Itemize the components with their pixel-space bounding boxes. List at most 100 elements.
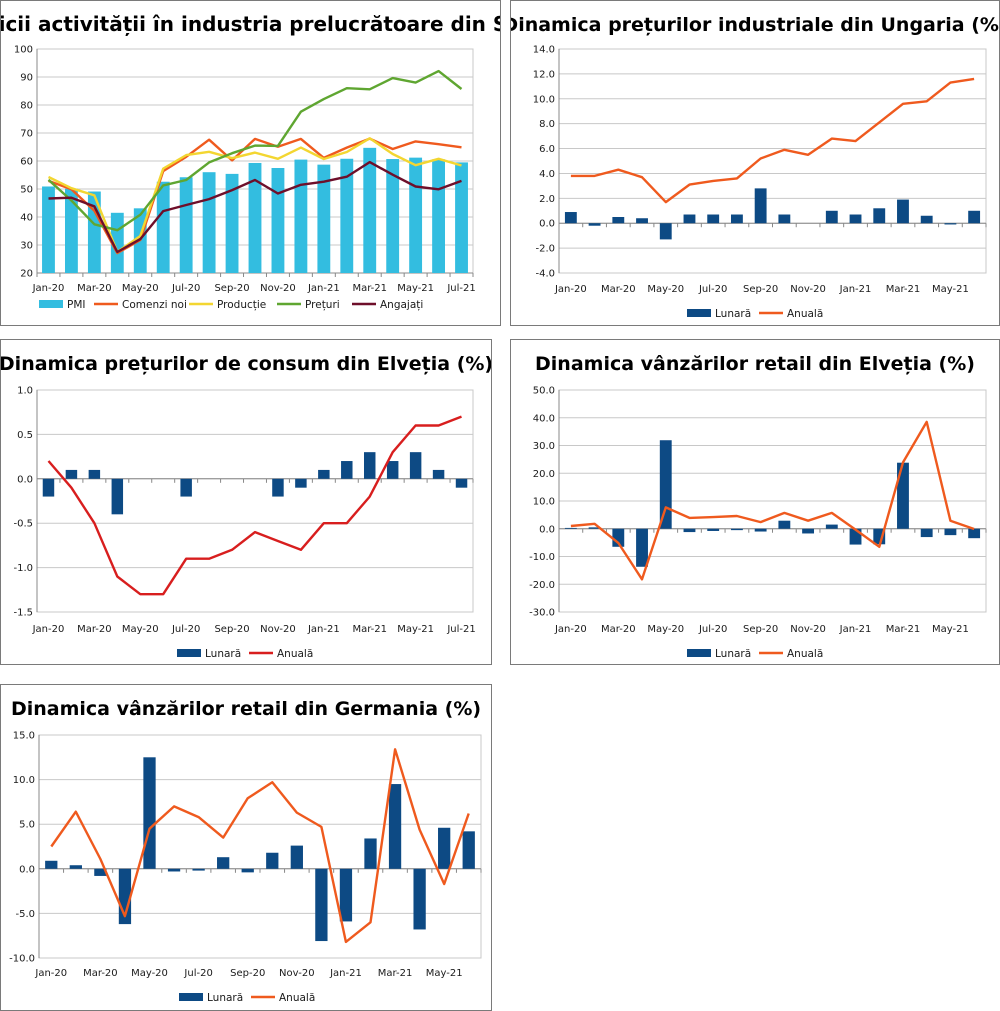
x-tick-label: Sep-20	[214, 624, 249, 635]
bar-lunară-Oct-20	[778, 520, 791, 529]
series-line-Anuală	[50, 748, 470, 944]
y-tick-label: 15.0	[13, 731, 35, 742]
bar-lunară-May-21	[409, 452, 422, 479]
bar-lunară-Feb-20	[65, 469, 78, 479]
x-tick-label: Jul-20	[183, 968, 212, 979]
x-tick-label: May-20	[131, 968, 168, 979]
y-tick-label: 30	[20, 241, 33, 252]
x-tick-label: Sep-20	[743, 284, 778, 295]
x-tick-label: Sep-20	[214, 283, 249, 294]
chart-svg-ungaria: Dinamica prețurilor industriale din Unga…	[511, 14, 999, 320]
x-tick-label: Jul-21	[446, 283, 475, 294]
chart-panel-sua: Indicii activității în industria prelucr…	[0, 0, 501, 326]
bar-lunară-Jun-21	[462, 831, 475, 869]
bar-pmi-Jun-21	[432, 159, 446, 273]
x-tick-label: May-20	[122, 283, 159, 294]
bar-pmi-Feb-20	[64, 188, 78, 273]
bar-lunară-Jan-20	[42, 478, 55, 497]
bar-lunară-Mar-20	[94, 868, 107, 876]
x-tick-label: May-20	[647, 624, 684, 635]
bar-lunară-Jan-21	[849, 528, 862, 545]
chart-svg-sua: Indicii activității în industria prelucr…	[1, 12, 500, 311]
y-tick-label: -10.0	[9, 954, 35, 965]
bar-lunară-Mar-20	[612, 528, 625, 547]
series-line-Prețuri	[47, 69, 463, 232]
bar-lunară-May-21	[944, 223, 957, 225]
bar-lunară-Jul-21	[455, 478, 468, 488]
x-tick-label: May-21	[397, 624, 434, 635]
x-tick-label: Mar-21	[378, 968, 413, 979]
bar-lunară-Sep-20	[754, 188, 767, 224]
bar-lunară-Apr-21	[920, 215, 933, 224]
bar-lunară-Nov-20	[290, 845, 303, 869]
bar-lunară-Mar-20	[88, 469, 101, 479]
legend-label: Anuală	[277, 648, 313, 660]
bar-lunară-Jul-20	[180, 478, 192, 497]
bar-lunară-Apr-20	[636, 528, 648, 567]
x-tick-label: Mar-21	[886, 624, 921, 635]
x-tick-label: May-21	[426, 968, 463, 979]
bar-lunară-Apr-20	[636, 218, 648, 224]
legend-swatch	[687, 309, 711, 317]
legend-swatch	[687, 649, 711, 657]
legend-label: Prețuri	[305, 299, 340, 311]
y-tick-label: 0.0	[19, 864, 35, 875]
bar-lunară-Jun-21	[968, 528, 981, 539]
y-tick-label: 4.0	[539, 169, 555, 180]
chart-svg-elvetia-cpi: Dinamica prețurilor de consum din Elveți…	[1, 353, 491, 660]
y-tick-label: 12.0	[533, 69, 555, 80]
x-tick-label: Mar-21	[352, 624, 387, 635]
y-tick-label: 0.5	[17, 430, 33, 441]
bar-lunară-Aug-20	[730, 214, 743, 224]
bar-pmi-May-21	[409, 157, 423, 273]
legend-swatch	[179, 993, 203, 1001]
bar-lunară-May-21	[944, 528, 957, 536]
series-line-Anuală	[47, 415, 462, 596]
bar-lunară-Jul-20	[707, 214, 720, 224]
y-tick-label: 0.0	[539, 524, 555, 535]
x-tick-label: May-21	[397, 283, 434, 294]
bar-lunară-Mar-20	[612, 217, 625, 224]
chart-panel-ungaria: Dinamica prețurilor industriale din Unga…	[510, 0, 1000, 326]
x-tick-label: Jan-21	[839, 624, 872, 635]
legend-label: Lunară	[715, 648, 751, 660]
bar-pmi-Nov-20	[271, 168, 285, 273]
x-tick-label: Nov-20	[260, 283, 296, 294]
x-tick-label: Jan-21	[307, 283, 340, 294]
y-tick-label: 40	[20, 213, 33, 224]
y-tick-label: 20.0	[533, 469, 555, 480]
y-tick-label: -10.0	[529, 552, 555, 563]
x-tick-label: Mar-21	[352, 283, 387, 294]
y-tick-label: 1.0	[17, 386, 33, 397]
bar-lunară-Dec-20	[295, 478, 307, 488]
y-tick-label: 8.0	[539, 119, 555, 130]
bar-pmi-Jul-21	[455, 162, 468, 273]
bar-lunară-Dec-20	[315, 868, 328, 942]
x-tick-label: Jul-20	[698, 624, 727, 635]
x-tick-label: Jan-21	[329, 968, 362, 979]
bar-pmi-Dec-20	[294, 159, 308, 273]
y-tick-label: 14.0	[533, 45, 555, 56]
y-tick-label: 30.0	[533, 441, 555, 452]
bar-lunară-May-20	[659, 440, 672, 529]
bar-lunară-Sep-20	[754, 528, 767, 532]
bar-lunară-Apr-21	[413, 868, 426, 930]
x-tick-label: Nov-20	[279, 968, 315, 979]
plot-area	[558, 48, 987, 274]
bar-lunară-May-20	[143, 757, 156, 869]
y-tick-label: 100	[14, 45, 33, 56]
y-tick-label: 40.0	[533, 413, 555, 424]
x-tick-label: Sep-20	[743, 624, 778, 635]
bar-lunară-Feb-21	[873, 208, 886, 224]
legend-label: Lunară	[715, 308, 751, 320]
y-tick-label: 0.0	[17, 474, 33, 485]
x-tick-label: Jul-21	[446, 624, 475, 635]
y-tick-label: 50	[20, 185, 33, 196]
y-tick-label: 20	[20, 269, 33, 280]
bar-lunară-Jan-21	[339, 868, 353, 922]
plot-area	[36, 389, 474, 613]
x-tick-label: Mar-20	[83, 968, 118, 979]
y-tick-label: 90	[20, 73, 33, 84]
y-tick-label: 5.0	[19, 820, 35, 831]
legend-label: Anuală	[787, 648, 823, 660]
